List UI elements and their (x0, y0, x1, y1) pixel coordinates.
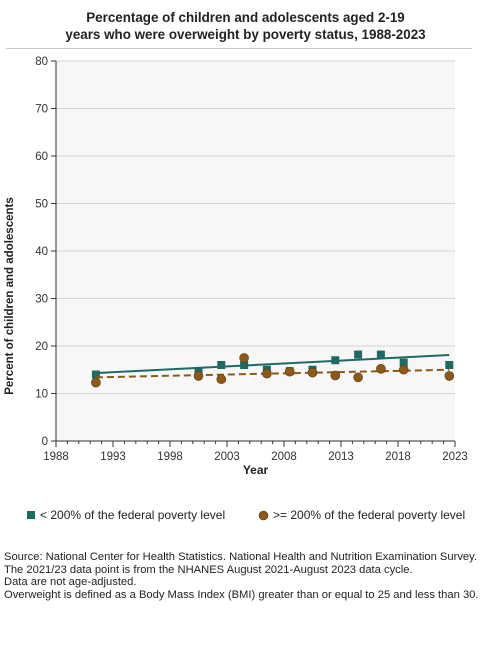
data-point-circle (307, 367, 318, 378)
legend-label-below-200: < 200% of the federal poverty level (40, 508, 226, 522)
data-point-circle (193, 371, 204, 381)
data-point-circle (216, 374, 227, 385)
source-line-4: Overweight is defined as a Body Mass Ind… (4, 588, 479, 601)
data-point-square (445, 361, 454, 369)
x-tick-label: 2023 (442, 451, 468, 463)
scatter-chart: 0 10 20 30 40 50 60 70 80 1988 1993 1998 2003 2008 201… (4, 56, 468, 477)
y-tick-label: 20 (35, 341, 48, 353)
data-point-circle (398, 364, 409, 375)
x-tick-label: 2013 (328, 451, 354, 463)
data-point-circle (239, 353, 249, 363)
data-point-circle (284, 366, 295, 377)
x-tick-label: 1988 (43, 451, 69, 463)
legend-item-below-200: < 200% of the federal poverty level (26, 508, 225, 522)
data-point-circle (91, 377, 101, 388)
circle-marker-icon (258, 510, 269, 520)
legend-item-above-200: >= 200% of the federal poverty level (258, 508, 465, 522)
y-tick-label: 70 (35, 104, 48, 116)
source-line-3: Data are not age-adjusted. (4, 576, 137, 588)
data-point-circle (376, 363, 386, 374)
data-point-circle (353, 372, 363, 383)
data-point-circle (262, 368, 272, 379)
data-point-circle (444, 371, 455, 381)
data-point-square (399, 358, 408, 367)
data-point-square (240, 361, 249, 369)
y-tick-label: 60 (35, 151, 48, 163)
source-notes: Source: National Center for Health Stati… (4, 551, 484, 601)
x-tick-label: 2008 (271, 451, 297, 463)
square-marker-icon (27, 511, 35, 519)
data-point-square (217, 361, 226, 369)
y-axis-label: Percent of children and adolescents (4, 197, 16, 394)
x-axis-label: Year (243, 463, 269, 477)
x-tick-label: 2003 (214, 451, 240, 463)
trend-line-1 (95, 354, 450, 375)
x-tick-label: 1998 (157, 451, 183, 463)
data-point-square (91, 370, 100, 379)
data-point-square (354, 350, 363, 359)
source-line-2: The 2021/23 data point is from the NHANE… (4, 563, 413, 576)
x-tick-label: 2018 (385, 451, 411, 463)
y-tick-label: 30 (35, 294, 48, 306)
chart-title-line-2: years who were overweight by poverty sta… (65, 27, 426, 42)
y-tick-label: 40 (35, 246, 48, 258)
trend-line-2 (95, 368, 450, 379)
title-divider (6, 48, 472, 49)
data-point-square (376, 350, 385, 359)
source-line-1: Source: National Center for Health Stati… (4, 551, 478, 563)
y-tick-label: 80 (35, 56, 48, 68)
y-tick-label: 50 (35, 199, 48, 211)
chart-title-line-1: Percentage of children and adolescents a… (86, 10, 405, 25)
y-tick-label: 10 (35, 389, 48, 401)
data-point-circle (330, 370, 341, 381)
x-tick-label: 1993 (100, 451, 126, 463)
y-tick-label: 0 (42, 436, 48, 448)
chart-title: Percentage of children and adolescents a… (0, 9, 491, 43)
legend-label-above-200: >= 200% of the federal poverty level (273, 508, 466, 522)
data-point-square (331, 356, 340, 365)
